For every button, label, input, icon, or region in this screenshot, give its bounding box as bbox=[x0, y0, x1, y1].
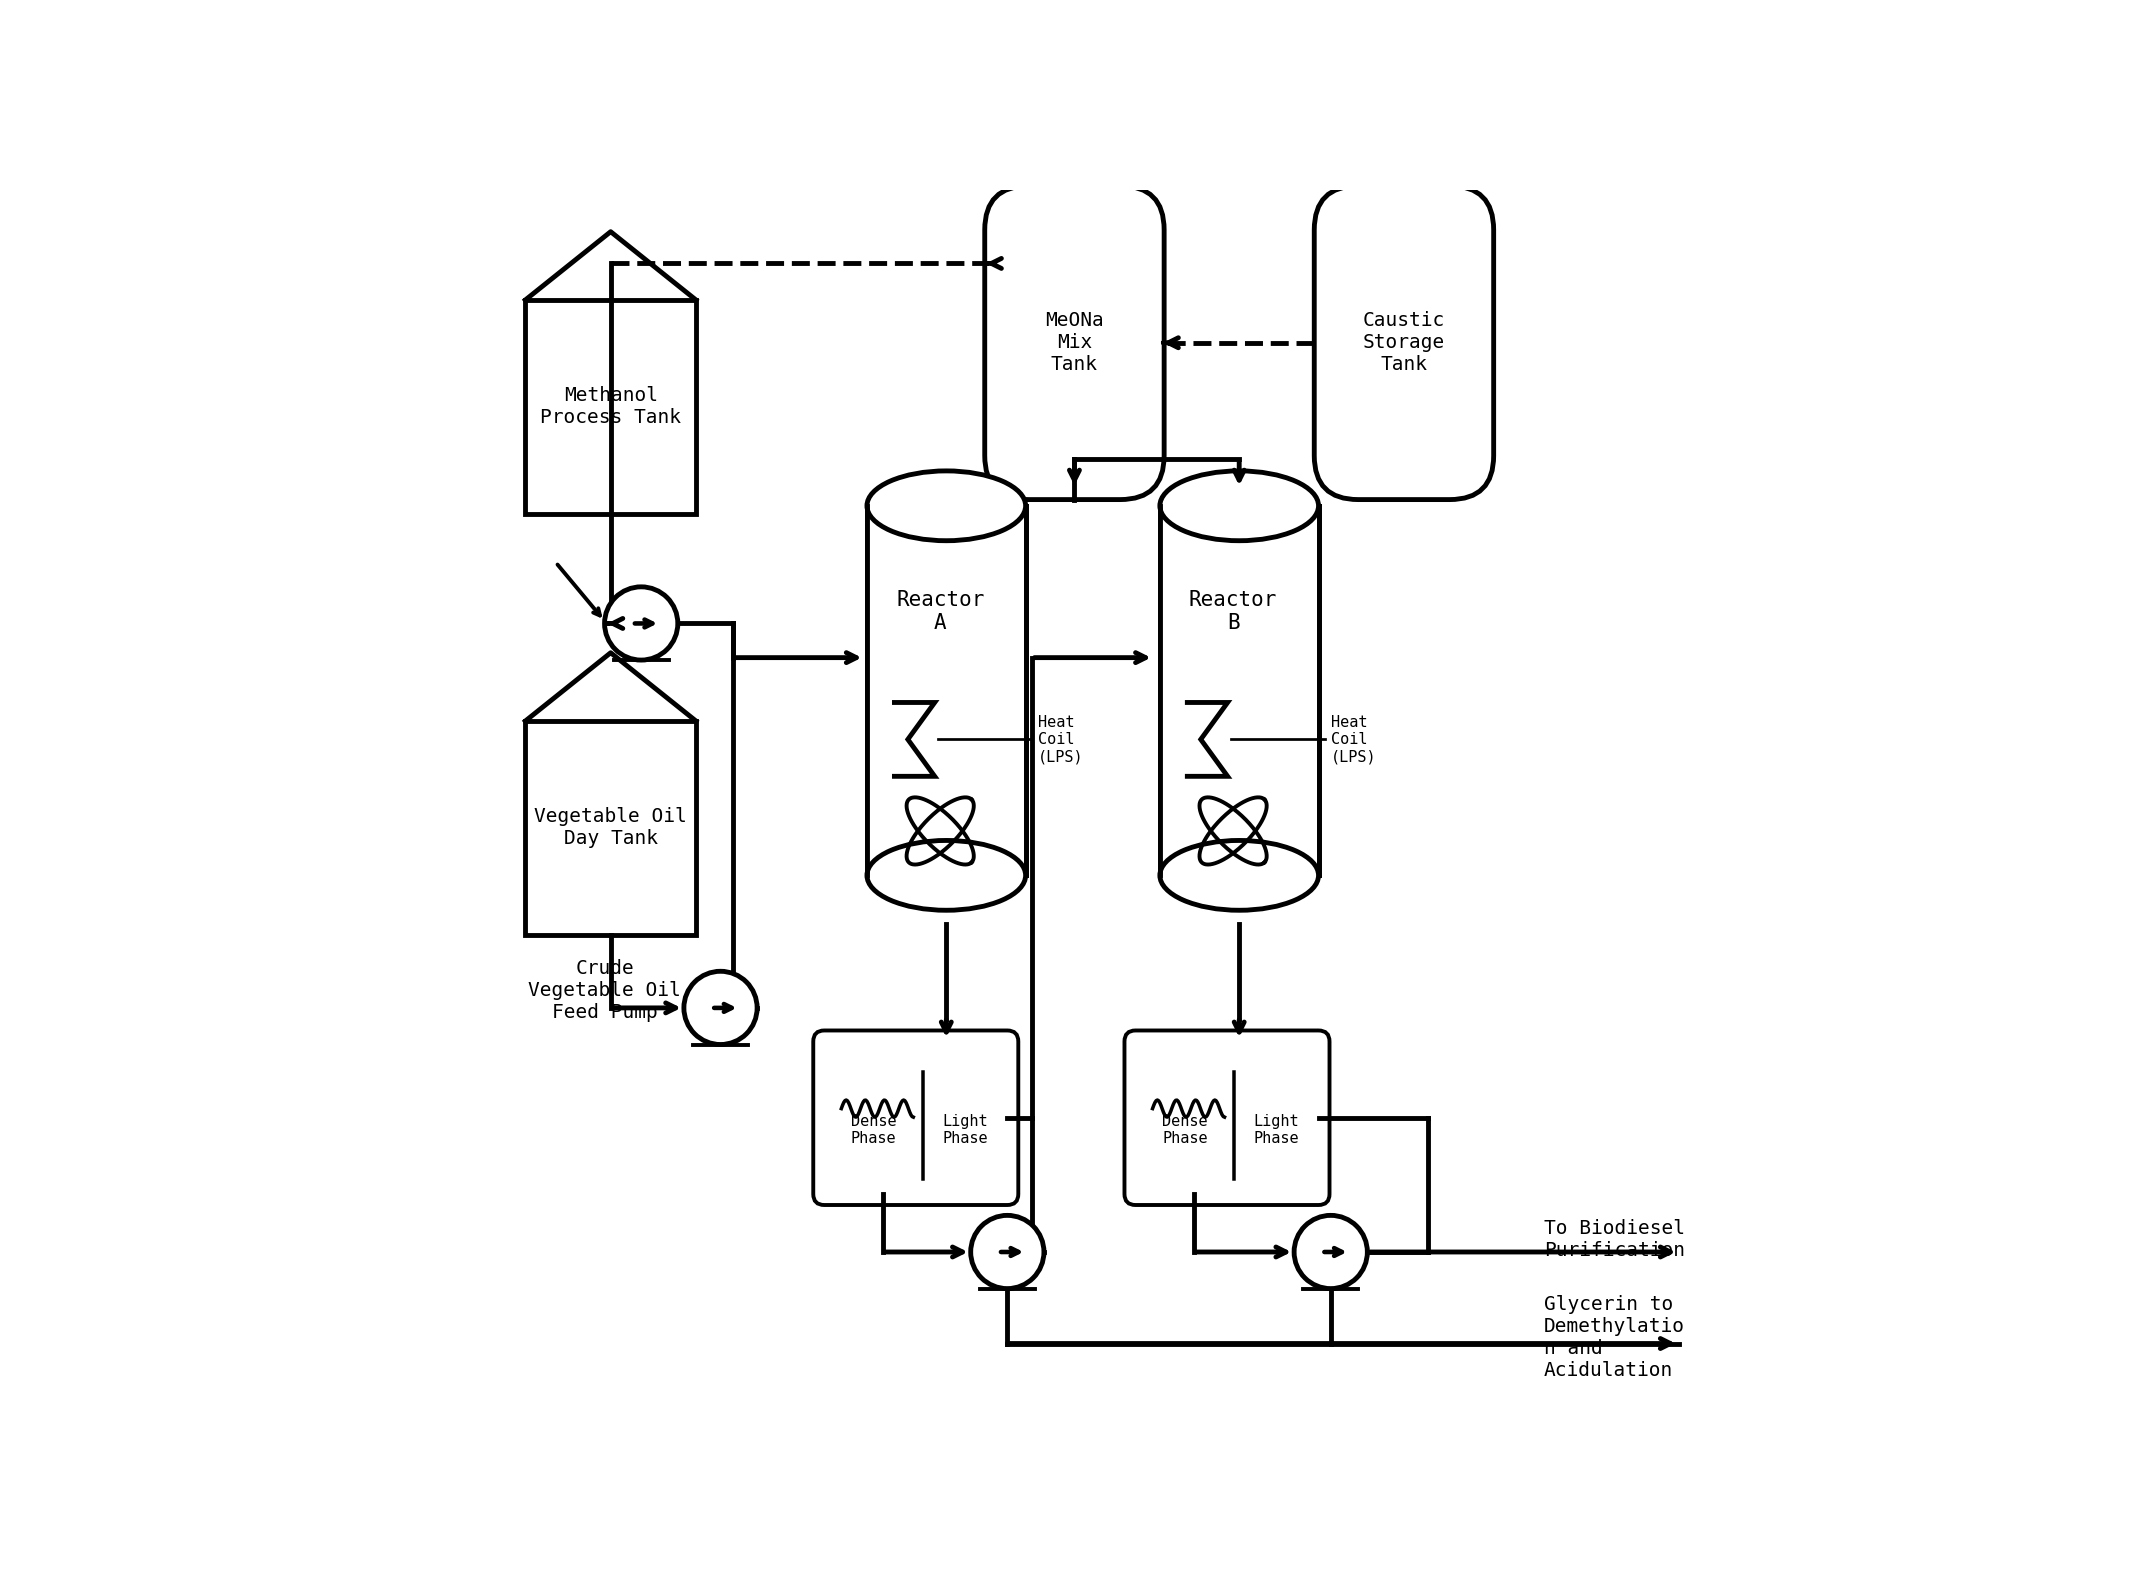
Bar bbox=[526, 721, 696, 935]
FancyBboxPatch shape bbox=[985, 185, 1164, 499]
FancyBboxPatch shape bbox=[1315, 185, 1494, 499]
Text: Heat
Coil
(LPS): Heat Coil (LPS) bbox=[1330, 715, 1376, 764]
Text: Caustic
Storage
Tank: Caustic Storage Tank bbox=[1363, 311, 1445, 374]
Circle shape bbox=[683, 972, 757, 1045]
Text: Reactor
A: Reactor A bbox=[897, 590, 985, 632]
Circle shape bbox=[1294, 1216, 1367, 1289]
Bar bbox=[1162, 506, 1317, 875]
Text: Methanol
Process Tank: Methanol Process Tank bbox=[541, 387, 681, 428]
Bar bbox=[526, 300, 696, 514]
Text: Glycerin to
Demethylatio
n and
Acidulation: Glycerin to Demethylatio n and Acidulati… bbox=[1544, 1295, 1684, 1381]
Ellipse shape bbox=[1160, 471, 1319, 540]
Ellipse shape bbox=[1160, 840, 1319, 910]
Bar bbox=[869, 506, 1024, 875]
Text: Dense
Phase: Dense Phase bbox=[1162, 1114, 1207, 1146]
Ellipse shape bbox=[867, 471, 1026, 540]
Text: Heat
Coil
(LPS): Heat Coil (LPS) bbox=[1037, 715, 1084, 764]
Circle shape bbox=[970, 1216, 1044, 1289]
FancyBboxPatch shape bbox=[813, 1030, 1018, 1205]
Text: Dense
Phase: Dense Phase bbox=[852, 1114, 897, 1146]
Text: Reactor
B: Reactor B bbox=[1188, 590, 1276, 632]
Text: Light
Phase: Light Phase bbox=[1253, 1114, 1300, 1146]
Ellipse shape bbox=[867, 840, 1026, 910]
Circle shape bbox=[604, 586, 677, 659]
Text: To Biodiesel
Purification: To Biodiesel Purification bbox=[1544, 1219, 1684, 1260]
Text: Vegetable Oil
Day Tank: Vegetable Oil Day Tank bbox=[535, 807, 688, 848]
FancyBboxPatch shape bbox=[1125, 1030, 1330, 1205]
Bar bbox=[867, 506, 1026, 875]
Text: Crude
Vegetable Oil
Feed Pump: Crude Vegetable Oil Feed Pump bbox=[528, 959, 681, 1022]
Text: Light
Phase: Light Phase bbox=[942, 1114, 987, 1146]
Text: MeONa
Mix
Tank: MeONa Mix Tank bbox=[1046, 311, 1104, 374]
Bar bbox=[1160, 506, 1319, 875]
